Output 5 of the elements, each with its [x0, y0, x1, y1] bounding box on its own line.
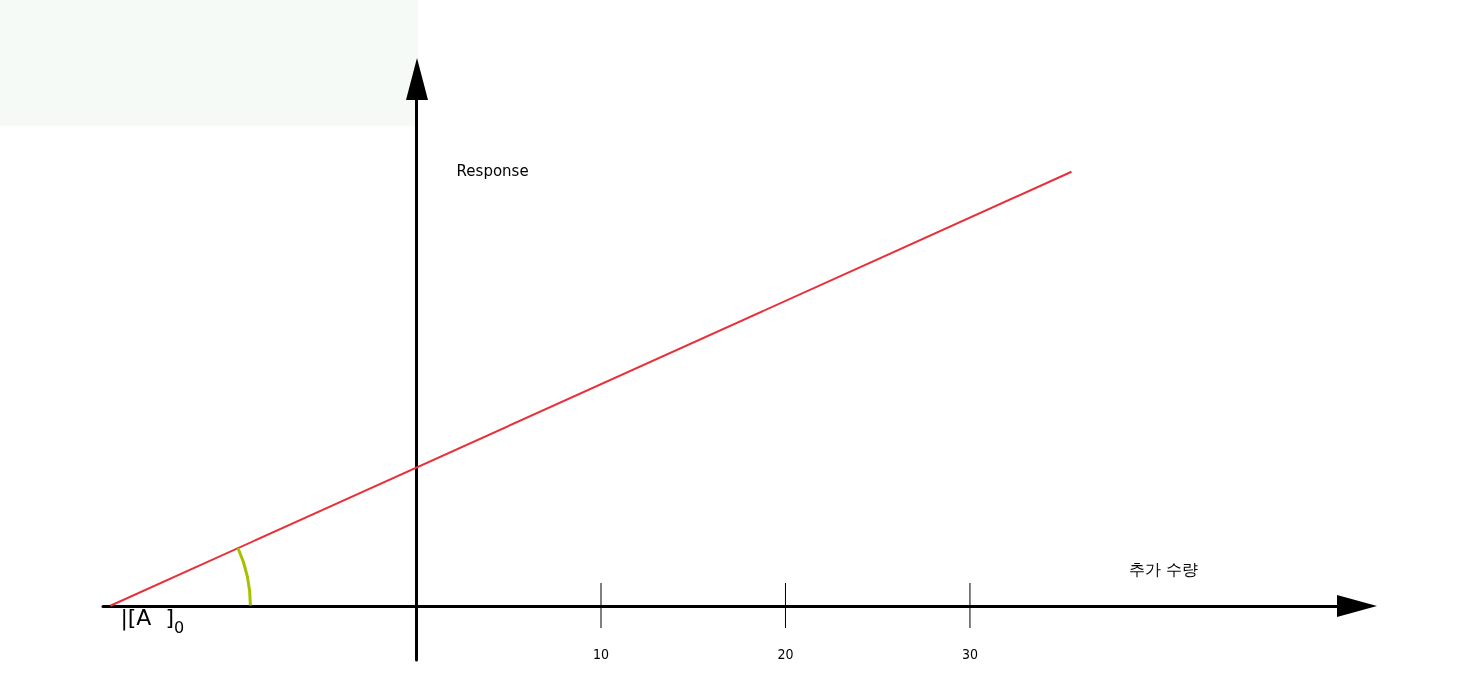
x-tick-label: 20: [777, 646, 794, 663]
x-axis-title: 추가 수량: [1129, 560, 1199, 580]
y-axis-title: Response: [456, 161, 529, 180]
x-tick-label: 10: [593, 646, 610, 663]
x-tick-label: 30: [962, 646, 979, 663]
